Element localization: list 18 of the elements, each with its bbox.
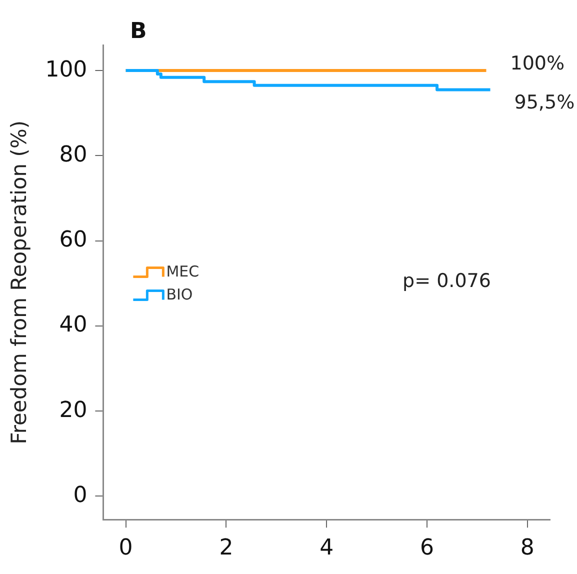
- y-tick-label: 100: [45, 57, 88, 82]
- y-tick-label: 80: [59, 142, 88, 168]
- y-tick-label: 60: [59, 228, 88, 253]
- annotation: 100%: [510, 52, 565, 74]
- annotation: 95,5%: [514, 92, 575, 114]
- y-axis-title: Freedom from Reoperation (%): [7, 120, 32, 444]
- x-tick-label: 2: [219, 536, 234, 561]
- legend-label: MEC: [166, 262, 200, 281]
- y-tick-label: 40: [59, 312, 88, 338]
- annotation: p= 0.076: [402, 270, 491, 292]
- x-tick-label: 8: [520, 536, 534, 561]
- x-tick-label: 4: [320, 536, 334, 561]
- x-tick-label: 6: [420, 536, 434, 561]
- y-tick-label: 20: [59, 398, 88, 423]
- x-tick-label: 0: [118, 536, 133, 561]
- legend-label: BIO: [166, 286, 193, 304]
- y-tick-label: 0: [73, 482, 88, 508]
- chart-title: B: [130, 19, 147, 44]
